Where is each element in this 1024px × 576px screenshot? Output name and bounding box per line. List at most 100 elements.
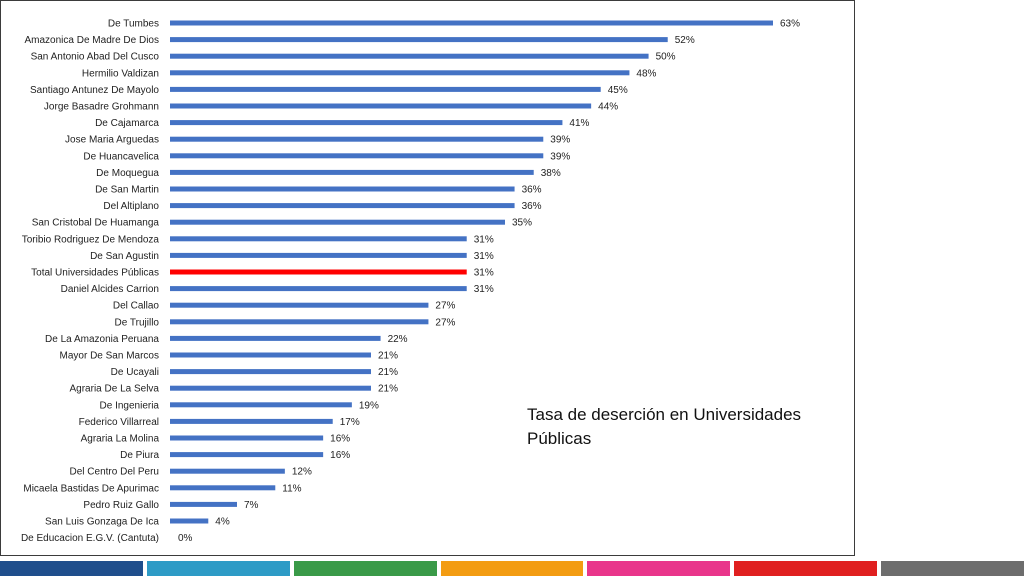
category-label-de-moquegua: De Moquegua	[96, 168, 159, 179]
bar-de-san-martin	[170, 186, 515, 192]
value-label-amazonica-de-madre-de-dios: 52%	[675, 35, 695, 46]
bar-san-cristobal-de-huamanga	[170, 219, 505, 225]
footer-stripe	[0, 561, 143, 576]
bar-jorge-basadre-grohmann	[170, 103, 592, 109]
bar-daniel-alcides-carrion	[170, 286, 467, 292]
footer-stripe	[146, 561, 290, 576]
value-label-santiago-antunez-de-mayolo: 45%	[608, 85, 628, 96]
value-label-mayor-de-san-marcos: 21%	[378, 351, 398, 362]
footer-stripe	[734, 561, 878, 576]
value-label-de-san-martin: 36%	[522, 185, 542, 196]
category-label-de-trujillo: De Trujillo	[115, 317, 160, 328]
value-label-hermilio-valdizan: 48%	[636, 68, 656, 79]
category-label-de-ucayali: De Ucayali	[111, 367, 159, 378]
value-label-de-educacion-e-g-v-cantuta: 0%	[178, 533, 193, 544]
value-label-jose-maria-arguedas: 39%	[550, 135, 570, 146]
category-label-de-huancavelica: De Huancavelica	[83, 151, 159, 162]
bar-toribio-rodriguez-de-mendoza	[170, 236, 467, 242]
value-label-agraria-la-molina: 16%	[330, 434, 350, 445]
chart-frame: De Tumbes 63% Amazonica De Madre De Dios 52…	[0, 0, 855, 556]
bar-agraria-de-la-selva	[170, 385, 371, 391]
chart-title: Tasa de deserción en Universidades Públi…	[527, 405, 802, 448]
bar-amazonica-de-madre-de-dios	[170, 37, 668, 43]
value-label-de-la-amazonia-peruana: 22%	[388, 334, 408, 345]
bar-de-piura	[170, 452, 324, 458]
value-label-del-callao: 27%	[435, 301, 455, 312]
value-label-total-universidades-publicas: 31%	[474, 268, 494, 279]
value-label-toribio-rodriguez-de-mendoza: 31%	[474, 234, 494, 245]
category-label-de-cajamarca: De Cajamarca	[95, 118, 159, 129]
category-label-del-centro-del-peru: Del Centro Del Peru	[70, 467, 159, 478]
value-label-de-piura: 16%	[330, 450, 350, 461]
category-label-hermilio-valdizan: Hermilio Valdizan	[82, 68, 159, 79]
category-label-jorge-basadre-grohmann: Jorge Basadre Grohmann	[44, 102, 159, 113]
footer-stripes	[0, 561, 1024, 576]
category-label-toribio-rodriguez-de-mendoza: Toribio Rodriguez De Mendoza	[22, 234, 160, 245]
category-label-del-callao: Del Callao	[113, 301, 160, 312]
bar-santiago-antunez-de-mayolo	[170, 86, 601, 92]
bar-chart: De Tumbes 63% Amazonica De Madre De Dios 52…	[21, 19, 800, 545]
value-label-san-antonio-abad-del-cusco: 50%	[656, 52, 676, 63]
category-label-total-universidades-publicas: Total Universidades Públicas	[31, 268, 159, 279]
bar-de-san-agustin	[170, 252, 467, 258]
bar-de-la-amazonia-peruana	[170, 335, 381, 341]
bar-hermilio-valdizan	[170, 70, 630, 76]
footer-stripe	[881, 561, 1024, 576]
value-label-de-san-agustin: 31%	[474, 251, 494, 262]
category-label-de-la-amazonia-peruana: De La Amazonia Peruana	[45, 334, 159, 345]
category-label-jose-maria-arguedas: Jose Maria Arguedas	[65, 135, 159, 146]
bar-de-ucayali	[170, 369, 371, 375]
category-label-de-piura: De Piura	[120, 450, 159, 461]
bar-agraria-la-molina	[170, 435, 324, 441]
bar-mayor-de-san-marcos	[170, 352, 371, 358]
category-label-agraria-la-molina: Agraria La Molina	[81, 434, 160, 445]
category-label-amazonica-de-madre-de-dios: Amazonica De Madre De Dios	[25, 35, 160, 46]
category-label-san-luis-gonzaga-de-ica: San Luis Gonzaga De Ica	[45, 517, 159, 528]
bar-del-centro-del-peru	[170, 468, 285, 474]
value-label-de-ucayali: 21%	[378, 367, 398, 378]
bar-san-antonio-abad-del-cusco	[170, 53, 649, 59]
bar-de-cajamarca	[170, 120, 563, 126]
footer-stripe	[440, 561, 584, 576]
category-label-agraria-de-la-selva: Agraria De La Selva	[70, 384, 160, 395]
value-label-de-tumbes: 63%	[780, 19, 800, 30]
value-label-de-moquegua: 38%	[541, 168, 561, 179]
bar-de-ingenieria	[170, 402, 352, 408]
value-label-federico-villarreal: 17%	[340, 417, 360, 428]
category-label-santiago-antunez-de-mayolo: Santiago Antunez De Mayolo	[30, 85, 159, 96]
bar-de-moquegua	[170, 169, 534, 175]
category-label-de-tumbes: De Tumbes	[108, 19, 159, 30]
category-label-de-educacion-e-g-v-cantuta: De Educacion E.G.V. (Cantuta)	[21, 533, 159, 544]
footer-stripe	[587, 561, 731, 576]
category-label-mayor-de-san-marcos: Mayor De San Marcos	[60, 351, 159, 362]
bar-pedro-ruiz-gallo	[170, 501, 237, 507]
value-label-de-ingenieria: 19%	[359, 400, 379, 411]
value-label-jorge-basadre-grohmann: 44%	[598, 102, 618, 113]
category-label-federico-villarreal: Federico Villarreal	[79, 417, 159, 428]
value-label-agraria-de-la-selva: 21%	[378, 384, 398, 395]
value-label-de-trujillo: 27%	[435, 317, 455, 328]
bar-micaela-bastidas-de-apurimac	[170, 485, 276, 491]
category-label-de-san-agustin: De San Agustin	[90, 251, 159, 262]
category-label-san-antonio-abad-del-cusco: San Antonio Abad Del Cusco	[31, 52, 160, 63]
bar-san-luis-gonzaga-de-ica	[170, 518, 209, 524]
bar-total-universidades-publicas	[170, 269, 467, 275]
bar-del-altiplano	[170, 203, 515, 209]
category-label-micaela-bastidas-de-apurimac: Micaela Bastidas De Apurimac	[23, 483, 159, 494]
value-label-micaela-bastidas-de-apurimac: 11%	[282, 483, 301, 494]
value-label-san-luis-gonzaga-de-ica: 4%	[215, 517, 230, 528]
footer-stripe	[293, 561, 437, 576]
bar-jose-maria-arguedas	[170, 136, 544, 142]
category-label-del-altiplano: Del Altiplano	[103, 201, 159, 212]
category-label-de-ingenieria: De Ingenieria	[100, 400, 160, 411]
category-label-de-san-martin: De San Martin	[95, 185, 159, 196]
value-label-del-centro-del-peru: 12%	[292, 467, 312, 478]
value-label-daniel-alcides-carrion: 31%	[474, 284, 494, 295]
bar-de-huancavelica	[170, 153, 544, 159]
value-label-de-cajamarca: 41%	[569, 118, 589, 129]
category-label-daniel-alcides-carrion: Daniel Alcides Carrion	[61, 284, 159, 295]
bar-de-tumbes	[170, 20, 773, 26]
category-label-san-cristobal-de-huamanga: San Cristobal De Huamanga	[32, 218, 160, 229]
bar-del-callao	[170, 302, 429, 308]
value-label-del-altiplano: 36%	[522, 201, 542, 212]
